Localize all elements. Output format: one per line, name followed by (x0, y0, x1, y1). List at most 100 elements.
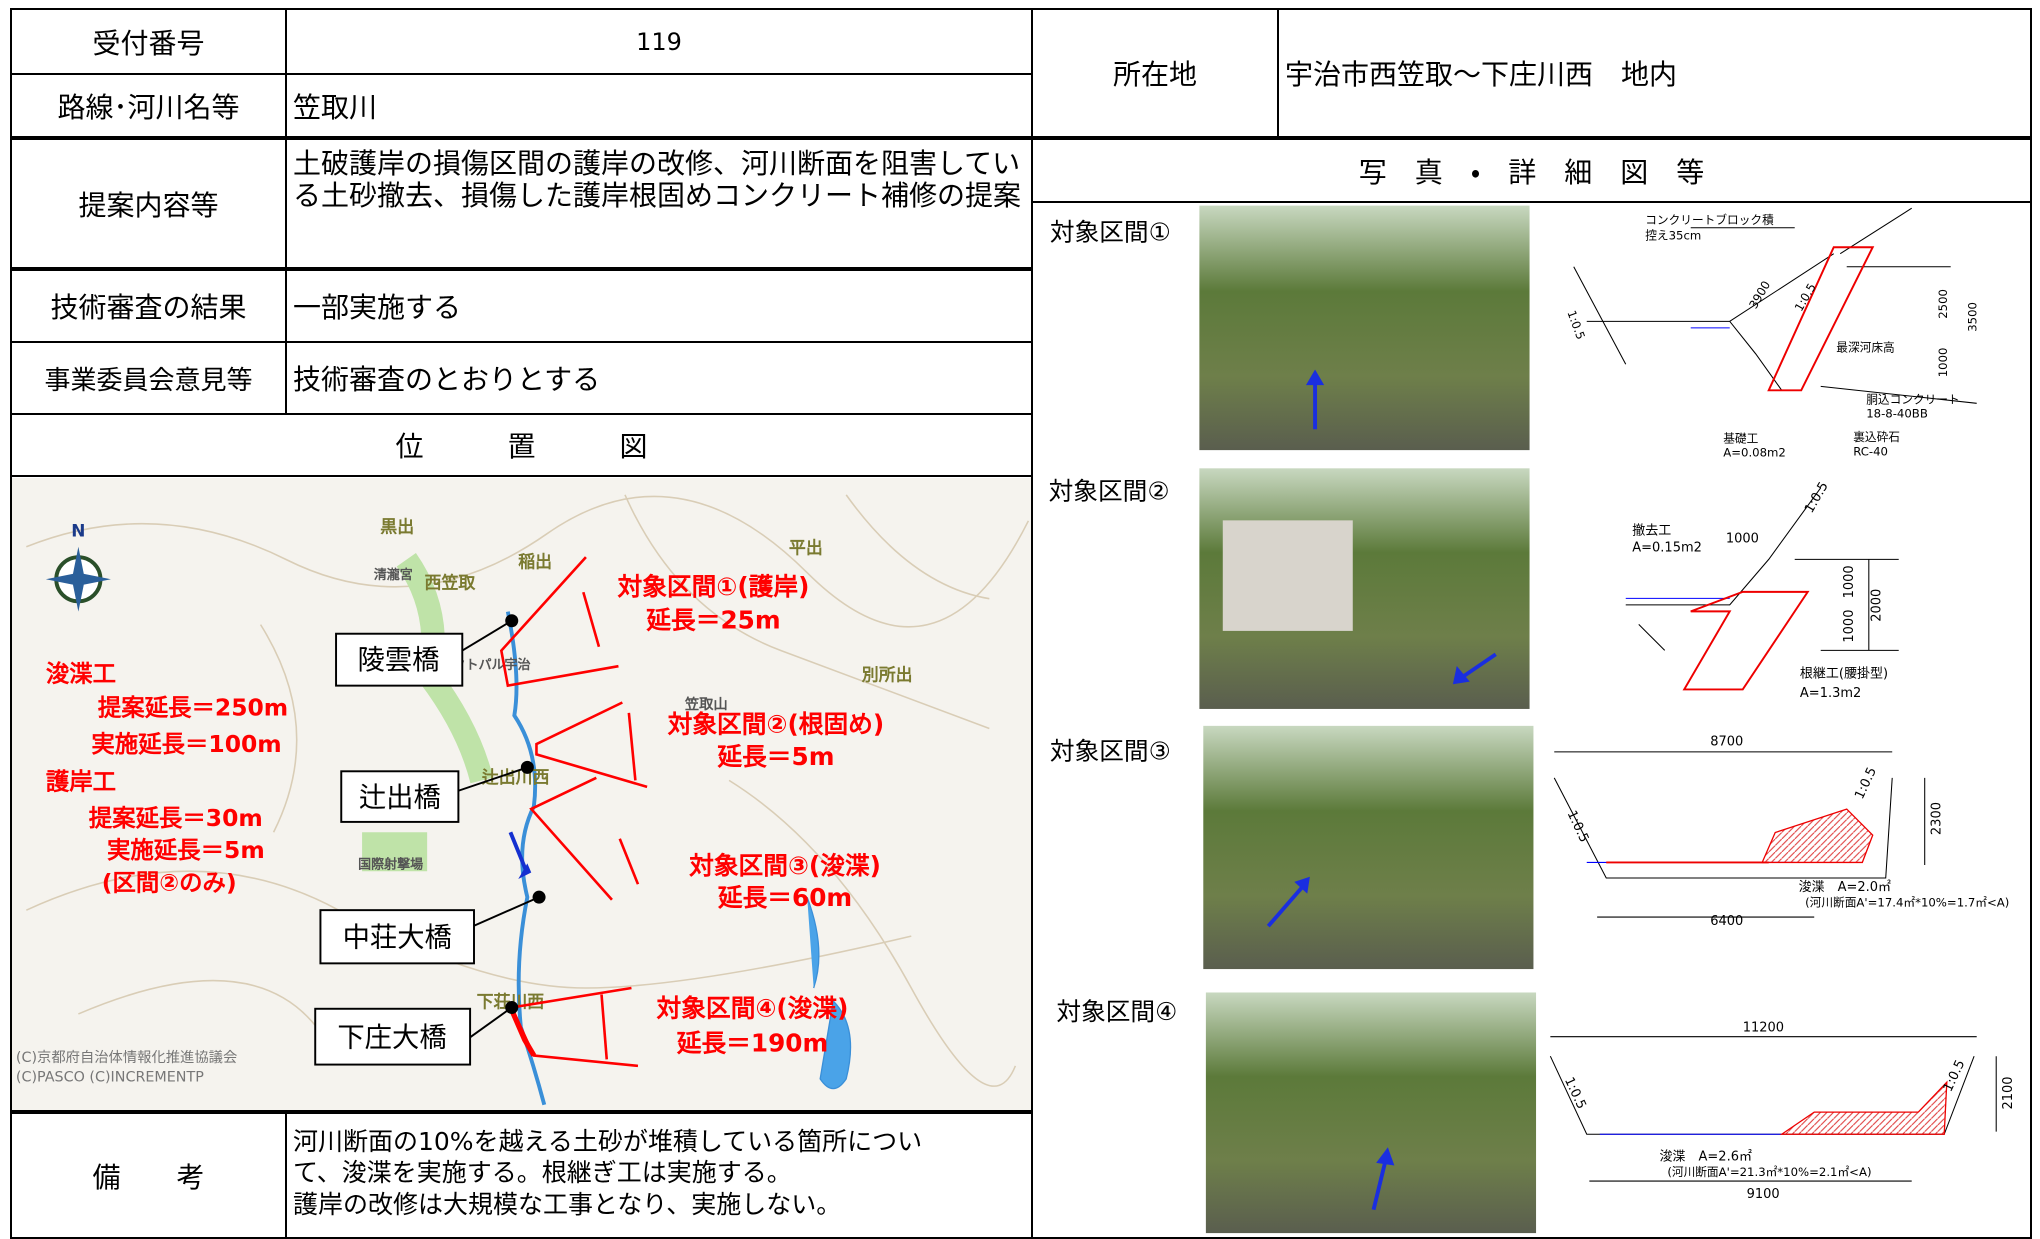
drawing-label: 浚渫 A=2.6㎡ (1660, 1149, 1752, 1164)
drawing-label: 1:0.5 (1564, 808, 1592, 845)
compass: N (45, 520, 111, 612)
drawing (1553, 751, 1926, 918)
drawing-label: (河川断面A'=21.3㎡*10%=2.1㎡<A) (1667, 1165, 1871, 1179)
drawing-red (1767, 246, 1875, 392)
drawing-label: 1:0.5 (1941, 1058, 1969, 1095)
drawing-label: 11200 (1743, 1020, 1784, 1035)
drawing-label: 浚渫 A=2.0㎡ (1799, 880, 1891, 895)
drawing-label: 撤去工 (1632, 524, 1671, 539)
value-cell: 宇治市西笠取～下庄川西 地内 (1277, 8, 2032, 138)
location-map: 黒出 稲出 平出 清瀧宮 西笠取 笠取山 別所出 辻出川西 国際射撃場 下荘川西… (12, 478, 1031, 1110)
drawing-label: A=0.08m2 (1723, 446, 1786, 460)
photo-arrows (1266, 369, 1497, 1211)
value: 一部実施する (293, 291, 462, 324)
label: 技術審査の結果 (50, 291, 247, 324)
drawing-label: (河川断面A'=17.4㎡*10%=1.7㎡<A) (1805, 896, 2009, 910)
label-cell: 技術審査の結果 (10, 267, 287, 343)
photo-detail (1222, 520, 1353, 631)
section-length: 延長＝25m (646, 606, 780, 635)
bridge-boxes (314, 632, 475, 1066)
note: 浚渫工 (46, 660, 116, 688)
leader-lines (458, 619, 540, 1039)
drawing-label: RC-40 (1853, 444, 1888, 458)
note: (区間②のみ) (102, 869, 237, 897)
drawing-label: 3900 (1746, 278, 1773, 311)
label: 備 考 (92, 1160, 205, 1194)
place: 清瀧宮 (374, 567, 413, 583)
photo (1205, 992, 1537, 1234)
flow-arrow-head (518, 863, 532, 880)
section-title: 対象区間③(浚渫) (689, 851, 881, 880)
photo-panel: 対象区間① 対象区間② 対象区間③ 対象区間④ コンクリートブロック積 控え35… (1049, 205, 2016, 1234)
section-highlight (509, 1009, 537, 1057)
label: 路線･河川名等 (57, 90, 240, 124)
detail-label: 対象区間④ (1056, 997, 1177, 1026)
drawing-red (1682, 590, 1810, 691)
drawing-red (1779, 1080, 1948, 1135)
drawing-label: 1:0.5 (1852, 765, 1880, 802)
compass-label: N (71, 520, 85, 540)
drawing-label: 基礎工 (1723, 431, 1758, 445)
label-cell: 所在地 (1031, 8, 1279, 138)
section-length: 延長＝190m (677, 1029, 829, 1058)
drawing (1549, 1036, 1997, 1182)
section-title: 対象区間②(根固め) (668, 709, 885, 738)
section-length: 延長＝5m (717, 742, 834, 771)
drawing-label: 1:0.5 (1564, 308, 1587, 341)
drawing-labels: コンクリートブロック積 控え35cm 3900 1:0.5 2500 3500 … (1564, 213, 1979, 460)
value: 技術審査のとおりとする (293, 363, 601, 396)
drawing-label: A=1.3m2 (1800, 686, 1861, 701)
drawing-label: 1000 (1936, 348, 1950, 378)
drawing (1573, 207, 1977, 404)
pond (806, 896, 852, 1090)
place: 別所出 (862, 664, 913, 684)
note: 護岸工 (46, 767, 116, 795)
bridge-label: 下庄大橋 (337, 1022, 446, 1053)
bridge-label: 辻出橋 (359, 782, 441, 813)
flow-arrow (508, 831, 530, 875)
copyright-line: (C)京都府自治体情報化推進協議会 (16, 1048, 237, 1066)
drawing-label: 9100 (1747, 1187, 1780, 1202)
drawing-label: 6400 (1710, 914, 1743, 929)
drawing-label: 1000 (1726, 531, 1759, 546)
header: 写 真 ・ 詳 細 図 等 (1358, 155, 1705, 189)
label-cell: 事業委員会意見等 (10, 341, 287, 415)
value: 笠取川 (293, 90, 378, 124)
copyright: (C)京都府自治体情報化推進協議会 (C)PASCO (C)INCREMENTP (16, 1048, 237, 1085)
remark-line: て、浚渫を実施する。根継ぎ工は実施する。 (293, 1158, 792, 1188)
header-cell: 位 置 図 (10, 413, 1033, 477)
label-cell: 備 考 (10, 1112, 287, 1239)
photos (1199, 205, 1537, 1234)
place: 西笠取 (425, 572, 477, 592)
drawing-label: コンクリートブロック積 (1645, 213, 1774, 227)
value: 119 (636, 27, 682, 56)
drawing-label: 胴込コンクリート (1866, 392, 1959, 406)
drawing-labels: 8700 1:0.5 1:0.5 2300 浚渫 A=2.0㎡ (河川断面A'=… (1564, 734, 2010, 928)
drawing-label: 18-8-40BB (1866, 407, 1928, 421)
place: 笠取山 (684, 695, 728, 713)
drawing-label: 最深河床高 (1836, 340, 1894, 354)
drawing-label: 2300 (1929, 802, 1944, 835)
detail-label: 対象区間② (1049, 477, 1170, 506)
notes: 浚渫工 提案延長＝250m 実施延長＝100m 護岸工 提案延長＝30m 実施延… (46, 660, 288, 897)
place: 辻出川西 (482, 767, 550, 787)
contours (25, 494, 1030, 1087)
section-labels: 対象区間①(護岸) 延長＝25m 対象区間②(根固め) 延長＝5m 対象区間③(… (618, 572, 885, 1058)
value-cell: 技術審査のとおりとする (285, 341, 1033, 415)
drawing-label: 3500 (1966, 302, 1980, 332)
label: 所在地 (1112, 58, 1197, 91)
value-cell: 一部実施する (285, 267, 1033, 343)
drawing-labels: 11200 1:0.5 1:0.5 2100 浚渫 A=2.6㎡ (河川断面A'… (1561, 1020, 2016, 1201)
drawing-label: 2100 (2001, 1076, 2016, 1109)
detail-label: 対象区間③ (1050, 737, 1171, 766)
drawing-label: 2500 (1936, 289, 1950, 319)
label-cell: 提案内容等 (10, 136, 287, 269)
drawing-label: 2000 (1870, 589, 1885, 622)
drawing-labels: 撤去工 A=0.15m2 1000 1:0.5 1000 2000 1000 根… (1632, 479, 1888, 701)
note: 提案延長＝30m (89, 804, 263, 832)
drawing-label: 裏込砕石 (1853, 430, 1900, 444)
header-cell: 写 真 ・ 詳 細 図 等 (1031, 136, 2032, 203)
photo-cell (1031, 201, 2032, 1239)
value: 宇治市西笠取～下庄川西 地内 (1285, 58, 1678, 91)
